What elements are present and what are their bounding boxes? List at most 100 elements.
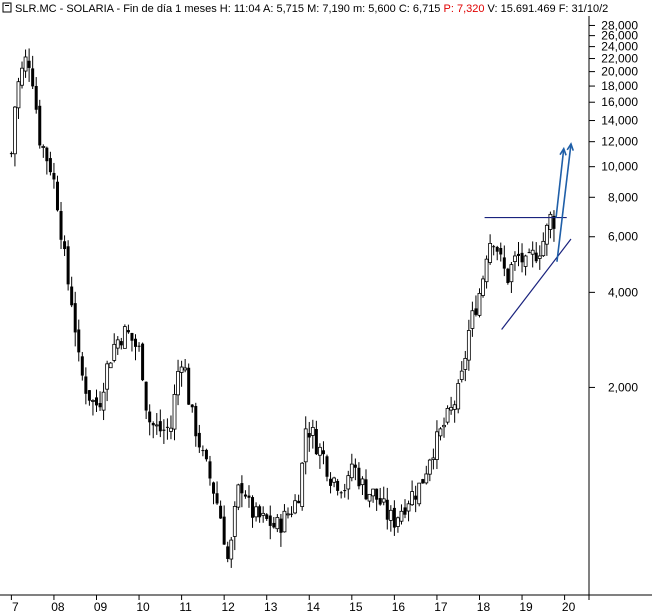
x-tick-label: 08 [51,600,65,614]
candle-body-down [130,332,134,341]
candle-body-down [38,105,42,146]
candle-body-up [548,213,553,230]
candle-body-up [537,255,542,259]
x-tick-label: 19 [519,600,533,614]
candle-body-up [438,428,443,437]
candle-body-up [541,240,546,257]
candle-body-down [59,211,63,240]
candle-body-down [119,341,123,346]
candle-body-down [27,60,31,68]
candle-body-down [126,330,130,333]
candle-body-down [63,241,67,250]
c-value: 6,715 [410,3,441,15]
candle-body-down [506,268,510,283]
candle-body-up [470,310,475,329]
candle-body-down [258,506,262,518]
candle-body-down [297,500,301,504]
candle-body-up [229,539,234,560]
candle-body-up [417,482,422,505]
candle-body-up [544,224,549,245]
candle-body-down [378,498,382,505]
candle-body-up [449,406,454,411]
candle-body-up [481,278,485,296]
candle-body-down [187,367,191,405]
candle-body-down [329,478,333,486]
candle-body-down [495,246,499,252]
y-tick-label: 8,000 [608,190,638,204]
candle-body-up [484,258,489,283]
candle-body-down [321,450,325,455]
candle-body-down [265,514,269,519]
a-value: 5,715 [273,3,304,15]
candle-body-up [16,81,21,109]
candle-body-down [201,450,205,452]
max-label: M: [304,3,319,15]
header-text: SLR.MC - SOLARIA - Fin de día 1 meses H:… [15,3,608,15]
candle-body-down [343,490,347,492]
candle-body-up [381,498,386,503]
candle-body-up [513,255,517,262]
candle-body-down [165,426,169,428]
candle-body-down [268,515,272,526]
candle-body-down [307,433,311,438]
h-value: 11:04 [231,3,261,15]
candle-body-up [169,427,173,432]
candle-body-down [357,467,361,487]
candle-body-down [134,338,138,347]
min-value: 5,600 [365,3,396,15]
candle-body-up [122,326,127,349]
candle-body-down [208,461,212,479]
x-tick-label: 20 [562,600,576,614]
candle-body-down [215,493,219,504]
candle-body-up [105,363,110,390]
candle-body-down [48,158,52,173]
candle-body-down [190,404,194,408]
candle-body-down [272,522,276,528]
candle-body-down [392,507,396,528]
y-tick-label: 4,000 [608,285,638,299]
x-tick-label: 13 [264,600,278,614]
candle-body-down [219,505,223,519]
y-tick-label: 22,000 [601,52,638,66]
x-tick-label: 09 [94,600,108,614]
candle-body-up [445,407,450,423]
x-axis: 7 08 09 10 11 12 13 14 15 16 17 18 19 20 [0,594,652,614]
x-tick-label: 15 [349,600,363,614]
f-label: F: [556,3,569,15]
chart-header: SLR.MC - SOLARIA - Fin de día 1 meses H:… [0,0,652,16]
v-value: 15.691.469 [498,3,556,15]
candle-body-down [474,308,478,315]
candle-body-up [452,404,457,410]
candle-body-down [204,449,208,460]
candle-body-up [91,400,95,402]
candle-body-up [154,424,159,427]
candle-body-up [427,459,432,475]
candle-body-down [353,464,357,468]
candle-body-down [212,482,216,494]
y-tick-label: 20,000 [601,65,638,79]
candle-body-up [410,491,415,506]
candle-body-down [144,381,148,411]
candle-body-up [236,484,241,508]
y-tick-label: 10,000 [601,160,638,174]
candle-body-down [84,376,88,394]
candle-body-down [520,252,524,263]
candle-body-up [466,330,471,361]
candle-body-up [459,370,464,380]
candle-body-down [87,390,91,401]
candle-body-down [137,345,141,347]
candle-body-down [290,513,294,515]
candle-body-up [41,146,46,148]
candle-body-up [23,56,28,72]
candle-body-down [197,432,201,448]
candle-body-up [13,106,17,155]
candle-body-down [243,494,247,497]
projection-arrow-2-head [566,142,575,151]
candle-body-up [332,477,336,483]
candle-body-up [399,510,404,522]
candle-body-down [499,248,503,255]
candle-body-up [179,366,184,373]
candle-body-down [240,483,244,494]
